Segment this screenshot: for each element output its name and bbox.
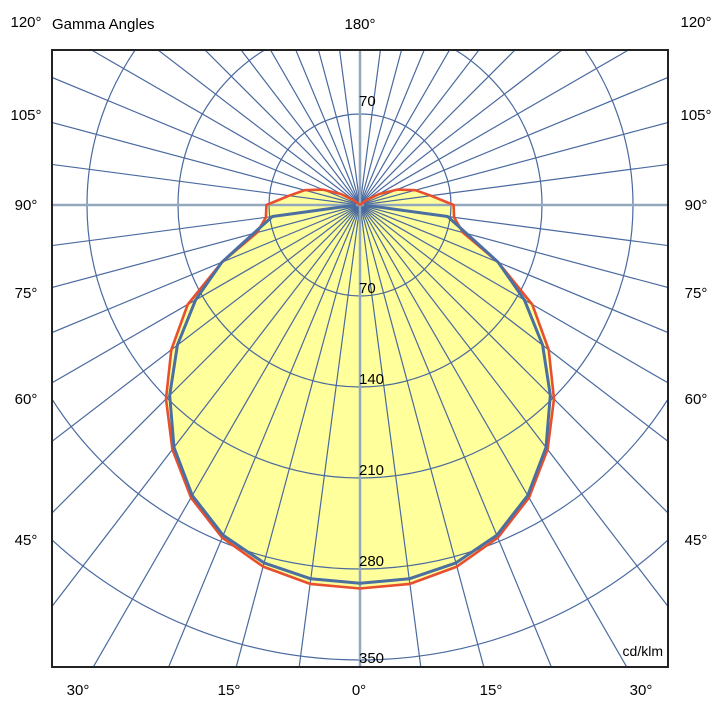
gamma-label-bottom-30l: 30° [66,682,90,699]
gamma-grid-ray [235,204,361,667]
gamma-grid-ray [359,163,668,206]
chart-title: Gamma Angles [52,16,155,33]
gamma-grid-ray [359,50,403,206]
gamma-grid-ray [359,50,425,206]
gamma-grid-ray [295,50,361,206]
gamma-grid-ray [157,50,361,206]
radial-tick-label-70-top: 70 [359,93,376,110]
radial-tick-label-210: 210 [359,462,385,479]
gamma-grid-ray [52,204,361,608]
gamma-grid-ray [359,121,668,206]
gamma-grid-ray [52,121,361,206]
gamma-grid-ray [52,204,361,514]
gamma-grid-ray [269,50,361,206]
gamma-grid-ray [52,163,361,206]
gamma-label-right-120: 120° [680,14,712,31]
gamma-grid-ray [338,50,361,206]
gamma-label-right-75: 75° [684,285,708,302]
gamma-grid-ray [52,204,361,289]
gamma-grid-ray [52,204,361,384]
gamma-grid-ray [52,204,361,334]
radial-tick-label-140: 140 [359,371,385,388]
gamma-label-bottom-15r: 15° [479,682,503,699]
curve-c0-c180 [164,188,556,590]
gamma-grid-ray [359,50,630,206]
gamma-label-left-75: 75° [14,285,38,302]
gamma-grid-ray [359,204,668,443]
gamma-label-left-45: 45° [14,532,38,549]
gamma-label-right-45: 45° [684,532,708,549]
gamma-grid-ray [359,76,668,206]
gamma-grid-ray [359,50,563,206]
gamma-label-bottom-30r: 30° [629,682,653,699]
gamma-label-bottom-15l: 15° [217,682,241,699]
gamma-grid-ray [359,204,668,608]
gamma-grid-ray [359,50,480,206]
curve-c90-c270 [168,203,552,585]
gamma-grid-ray [52,204,361,247]
gamma-grid-ray [52,76,361,206]
gamma-grid-ray [359,204,668,384]
gamma-grid-ray [52,204,361,443]
gamma-grid-ray [240,50,361,206]
gamma-label-bottom-0: 0° [351,682,367,699]
gamma-grid-ray [359,204,668,334]
gamma-label-left-105: 105° [10,107,42,124]
gamma-label-right-60: 60° [684,391,708,408]
gamma-grid-ray [317,50,361,206]
gamma-grid-ray [359,204,485,667]
gamma-label-left-60: 60° [14,391,38,408]
gamma-grid-ray [359,50,451,206]
radial-tick-label-280: 280 [359,553,385,570]
gamma-grid-ray [298,204,361,667]
gamma-grid-ray [359,204,628,667]
gamma-grid-ray [359,204,668,289]
gamma-label-top-180: 180° [344,16,376,33]
gamma-grid-ray [359,204,668,247]
gamma-label-right-105: 105° [680,107,712,124]
radial-tick-label-70: 70 [359,280,376,297]
plot-border [51,49,669,668]
gamma-label-left-120: 120° [10,14,42,31]
unit-label: cd/klm [622,643,663,659]
gamma-grid-ray [90,50,361,206]
radial-tick-label-350: 350 [359,650,385,667]
gamma-grid-ray [359,204,422,667]
gamma-grid-ray [359,50,382,206]
gamma-grid-ray [92,204,361,667]
gamma-grid-ray [359,50,516,206]
gamma-grid-ray [359,204,668,514]
gamma-label-left-90: 90° [14,197,38,214]
gamma-grid-ray [204,50,361,206]
gamma-label-right-90: 90° [684,197,708,214]
